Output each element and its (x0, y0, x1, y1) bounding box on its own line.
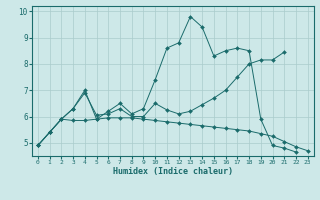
X-axis label: Humidex (Indice chaleur): Humidex (Indice chaleur) (113, 167, 233, 176)
